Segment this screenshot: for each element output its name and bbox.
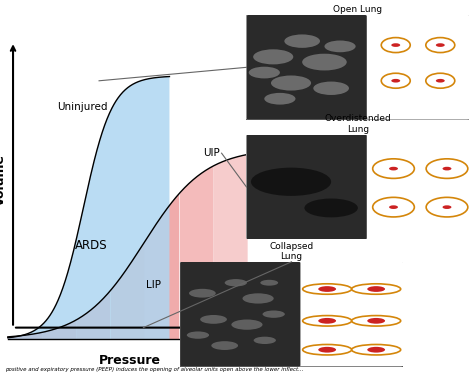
Ellipse shape xyxy=(373,197,414,217)
FancyBboxPatch shape xyxy=(178,261,405,368)
Ellipse shape xyxy=(426,197,468,217)
Text: ARDS: ARDS xyxy=(75,239,108,252)
Ellipse shape xyxy=(313,82,349,95)
Ellipse shape xyxy=(392,43,400,47)
Ellipse shape xyxy=(373,159,414,178)
Ellipse shape xyxy=(284,34,320,48)
Text: Pressure: Pressure xyxy=(100,354,161,367)
Ellipse shape xyxy=(253,49,293,64)
Text: positive and expiratory pressure (PEEP) induces the opening of alveolar units op: positive and expiratory pressure (PEEP) … xyxy=(5,367,303,372)
Text: LIP: LIP xyxy=(146,280,161,290)
Ellipse shape xyxy=(443,205,451,209)
Ellipse shape xyxy=(352,344,401,355)
Ellipse shape xyxy=(426,73,455,88)
Ellipse shape xyxy=(254,337,276,344)
Ellipse shape xyxy=(367,286,385,292)
Ellipse shape xyxy=(231,319,263,330)
Ellipse shape xyxy=(187,331,209,339)
Ellipse shape xyxy=(392,79,400,83)
Ellipse shape xyxy=(426,159,468,178)
Ellipse shape xyxy=(302,54,346,70)
Ellipse shape xyxy=(189,289,216,298)
Ellipse shape xyxy=(318,318,336,324)
Ellipse shape xyxy=(302,284,352,294)
Ellipse shape xyxy=(381,38,410,53)
Ellipse shape xyxy=(304,199,358,217)
Ellipse shape xyxy=(426,38,455,53)
Ellipse shape xyxy=(367,318,385,324)
Polygon shape xyxy=(76,291,110,339)
Ellipse shape xyxy=(243,293,273,304)
Ellipse shape xyxy=(263,310,285,318)
Title: Open Lung: Open Lung xyxy=(333,5,383,14)
FancyBboxPatch shape xyxy=(246,135,367,239)
Ellipse shape xyxy=(324,40,356,52)
FancyBboxPatch shape xyxy=(244,14,472,121)
Ellipse shape xyxy=(318,347,336,353)
Text: UIP: UIP xyxy=(203,148,220,158)
FancyBboxPatch shape xyxy=(180,262,301,367)
Polygon shape xyxy=(8,77,170,339)
Ellipse shape xyxy=(302,344,352,355)
Ellipse shape xyxy=(443,167,451,171)
Title: Overdistended
Lung: Overdistended Lung xyxy=(325,114,391,134)
FancyBboxPatch shape xyxy=(244,134,472,240)
Ellipse shape xyxy=(251,168,331,196)
Ellipse shape xyxy=(436,79,445,83)
FancyBboxPatch shape xyxy=(246,15,367,120)
Ellipse shape xyxy=(352,284,401,294)
Ellipse shape xyxy=(211,341,238,350)
Ellipse shape xyxy=(249,67,280,79)
Polygon shape xyxy=(8,332,42,339)
Text: Volume: Volume xyxy=(0,153,7,206)
Polygon shape xyxy=(213,154,248,339)
Ellipse shape xyxy=(225,279,247,286)
Title: Collapsed
Lung: Collapsed Lung xyxy=(269,242,314,261)
Ellipse shape xyxy=(381,73,410,88)
Ellipse shape xyxy=(200,315,227,324)
Ellipse shape xyxy=(352,316,401,326)
Ellipse shape xyxy=(318,286,336,292)
Polygon shape xyxy=(42,320,76,339)
Ellipse shape xyxy=(436,43,445,47)
Text: Uninjured: Uninjured xyxy=(57,102,108,112)
Ellipse shape xyxy=(260,280,278,286)
Ellipse shape xyxy=(264,93,295,105)
Polygon shape xyxy=(180,166,213,339)
Ellipse shape xyxy=(302,316,352,326)
Ellipse shape xyxy=(389,205,398,209)
Ellipse shape xyxy=(367,347,385,353)
Polygon shape xyxy=(145,194,179,339)
Ellipse shape xyxy=(271,76,311,91)
Ellipse shape xyxy=(389,167,398,171)
Polygon shape xyxy=(110,241,145,339)
